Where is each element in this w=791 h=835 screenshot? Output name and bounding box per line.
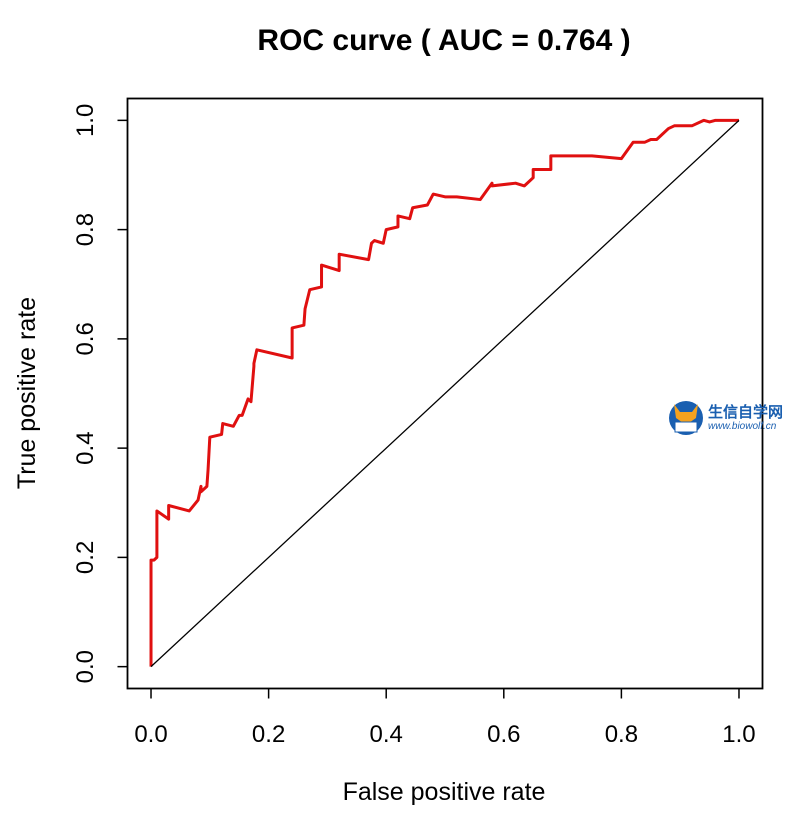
y-tick-label: 0.8 xyxy=(72,213,99,246)
y-tick-label: 0.4 xyxy=(72,431,99,464)
y-tick-label: 0.0 xyxy=(72,650,99,683)
x-tick-label: 0.2 xyxy=(252,721,285,748)
x-tick-label: 0.0 xyxy=(134,721,167,748)
roc-curve-line xyxy=(149,118,739,667)
watermark-text-en: www.biowolf.cn xyxy=(708,421,777,432)
y-tick-label: 0.2 xyxy=(72,541,99,574)
x-tick-label: 0.4 xyxy=(370,721,403,748)
y-tick-label: 0.6 xyxy=(72,322,99,355)
diagonal-reference-line xyxy=(150,119,740,668)
x-tick-label: 0.8 xyxy=(605,721,638,748)
x-axis: 0.0 0.2 0.4 0.6 0.8 1.0 xyxy=(134,688,756,748)
x-tick-label: 1.0 xyxy=(722,721,755,748)
x-tick-label: 0.6 xyxy=(487,721,520,748)
x-axis-label: False positive rate xyxy=(343,778,546,806)
y-tick-label: 1.0 xyxy=(72,104,99,137)
chart-title: ROC curve ( AUC = 0.764 ) xyxy=(257,24,630,57)
fox-face-icon xyxy=(674,404,698,425)
y-axis-label: True positive rate xyxy=(13,297,41,489)
plot-frame xyxy=(126,97,764,690)
y-axis: 0.0 0.2 0.4 0.6 0.8 1.0 xyxy=(72,104,128,683)
watermark-text-cn: 生信自学网 xyxy=(708,403,783,421)
watermark-logo: 生信自学网 www.biowolf.cn xyxy=(669,401,783,435)
book-icon xyxy=(674,421,698,433)
series-layer xyxy=(149,118,740,668)
